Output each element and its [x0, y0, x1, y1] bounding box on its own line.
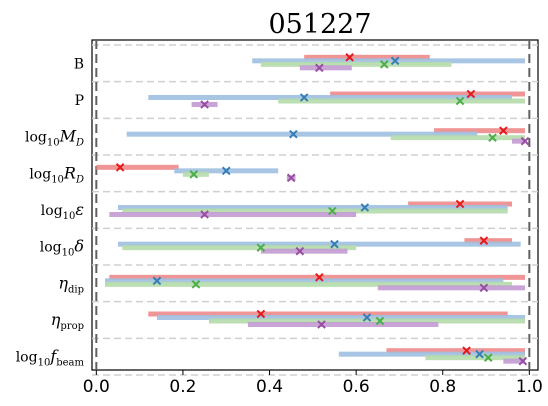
median-marker	[379, 60, 389, 69]
median-marker	[475, 349, 484, 359]
median-marker	[295, 246, 305, 256]
parameter-label: log10δ	[40, 237, 84, 259]
interval-bar	[208, 318, 526, 324]
median-marker	[315, 63, 324, 73]
parameter-label: ηprop	[51, 310, 84, 332]
interval-bar	[148, 95, 513, 100]
x-axis-ticks: 0.0 0.2 0.4 0.6 0.8 1.0	[83, 370, 543, 397]
interval-bar	[386, 348, 526, 354]
median-marker	[299, 93, 309, 102]
row-separators	[92, 44, 538, 376]
interval-bar	[503, 358, 526, 364]
interval-bar	[464, 238, 513, 244]
interval-bar	[425, 355, 526, 361]
interval-bar	[96, 164, 179, 170]
median-marker	[330, 239, 339, 249]
median-marker	[518, 356, 528, 366]
x-tick-label: 0.8	[429, 377, 456, 397]
median-marker	[520, 136, 530, 146]
median-marker	[152, 276, 162, 286]
median-marker	[375, 316, 385, 326]
interval-bar	[109, 212, 357, 217]
parameter-label: log10fbeam	[16, 347, 85, 369]
chart-title: 051227	[268, 9, 371, 40]
x-tick-label: 0.2	[169, 377, 196, 397]
median-markers	[115, 53, 530, 366]
x-tick-label: 1.0	[516, 377, 543, 397]
interval-bar	[122, 245, 357, 251]
median-marker	[315, 273, 324, 282]
parameter-label: log10MD	[25, 127, 84, 149]
median-marker	[191, 280, 201, 289]
parameter-label: ηdip	[58, 273, 84, 295]
median-marker	[115, 163, 125, 172]
median-marker	[256, 243, 266, 252]
median-marker	[390, 56, 400, 66]
median-marker	[189, 170, 199, 179]
median-marker	[360, 203, 370, 212]
median-marker	[328, 206, 337, 216]
median-marker	[483, 353, 493, 362]
median-marker	[221, 166, 231, 176]
median-marker	[488, 133, 497, 142]
median-marker	[362, 313, 372, 322]
parameter-label: log10RD	[29, 163, 84, 185]
interval-bar	[156, 315, 526, 320]
median-marker	[479, 236, 489, 245]
median-marker	[455, 199, 465, 209]
median-marker	[345, 53, 354, 62]
median-marker	[200, 100, 209, 109]
interval-bar	[299, 65, 352, 71]
interval-bar	[104, 278, 504, 284]
interval-bar	[117, 205, 508, 210]
interval-bar	[148, 311, 508, 317]
interval-bar	[260, 61, 452, 67]
interval-bar	[260, 248, 348, 254]
interval-bar	[278, 98, 526, 104]
interval-bar	[182, 171, 209, 177]
interval-bar	[104, 281, 513, 287]
interval-bar	[338, 351, 526, 357]
median-marker	[455, 96, 465, 106]
median-marker	[256, 309, 266, 319]
parameter-label: log10ε	[41, 200, 84, 222]
interval-bar	[434, 128, 526, 134]
plot-frame	[91, 39, 539, 371]
median-marker	[499, 126, 508, 135]
median-marker	[466, 89, 476, 99]
interval-bar	[512, 138, 526, 144]
median-marker	[317, 320, 326, 329]
median-marker	[286, 173, 296, 183]
interval-bar	[304, 54, 430, 60]
median-marker	[479, 283, 489, 293]
interval-bar	[247, 322, 439, 327]
interval-bar	[122, 208, 508, 214]
parameter-label: B	[74, 56, 84, 72]
x-tick-label: 0.6	[343, 377, 370, 397]
interval-bar	[330, 91, 526, 97]
parameter-label: P	[75, 93, 84, 109]
interval-bar	[126, 131, 478, 137]
interval-bar	[390, 135, 526, 141]
median-marker	[462, 346, 471, 355]
interval-bar	[109, 274, 526, 280]
x-tick-label: 0.0	[83, 377, 110, 397]
median-marker	[200, 210, 209, 219]
x-tick-label: 0.4	[256, 377, 283, 397]
median-marker	[289, 129, 298, 139]
interval-bar	[377, 285, 526, 291]
interval-bar	[117, 241, 521, 247]
interval-bar	[252, 58, 526, 64]
